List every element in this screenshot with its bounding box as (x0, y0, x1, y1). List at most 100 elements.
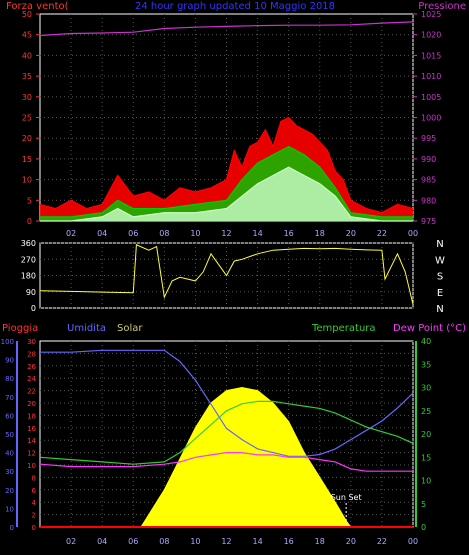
panel3-humidity-tick-label: 90 (5, 357, 14, 365)
panel2-y-tick-label: 180 (21, 272, 36, 281)
panel1-x-tick-label: 18 (315, 229, 325, 238)
panel3-humidity-tick-label: 70 (5, 394, 14, 402)
panel3-x-tick-label: 12 (221, 537, 231, 546)
panel1-x-tick-label: 06 (128, 229, 138, 238)
panel1-x-tick-label: 22 (377, 229, 387, 238)
panel1-right-tick-label: 985 (421, 176, 436, 185)
panel3-rain-tick-label: 20 (27, 400, 36, 408)
panel1-right-tick-label: 1010 (421, 72, 441, 81)
panel1-left-tick-label: 25 (22, 114, 32, 123)
panel3-humidity-tick-label: 20 (5, 487, 14, 495)
panel1-right-tick-label: 1005 (421, 93, 441, 102)
panel3-sunset-label: Sun Set (331, 493, 362, 502)
panel1-x-tick-label: 02 (66, 229, 76, 238)
panel3-x-tick-label: 00 (408, 537, 418, 546)
panel3-temp-tick-label: 10 (421, 477, 431, 486)
panel1-left-tick-label: 15 (22, 155, 32, 164)
panel3-temp-tick-label: 35 (421, 360, 431, 369)
panel3-rain-tick-label: 16 (27, 425, 36, 433)
panel3-rain-tick-label: 22 (27, 388, 36, 396)
panel1-left-tick-label: 20 (22, 134, 32, 143)
panel1-series-line (39, 116, 414, 214)
panel1-series-fill (40, 167, 413, 221)
panel1-series-line (39, 21, 414, 37)
panel1-right-tick-label: 980 (421, 196, 436, 205)
panel1-x-tick-label: 16 (284, 229, 294, 238)
panel3-temp-tick-label: 15 (421, 453, 431, 462)
panel1-x-tick-label: 12 (221, 229, 231, 238)
panel3-humidity-tick-label: 30 (5, 468, 14, 476)
panel1-x-tick-label: 14 (252, 229, 262, 238)
panel1-x-tick-label: 04 (97, 229, 107, 238)
panel3-left-title: Pioggia (2, 323, 38, 334)
panel3-humidity-tick-label: 60 (5, 412, 14, 420)
panel1-right-axis-label: Pressione (418, 1, 466, 12)
panel3-right-title: Temperatura (311, 323, 376, 334)
panel2-compass-label: N (436, 239, 443, 250)
panel3-x-tick-label: 20 (346, 537, 356, 546)
panel3-rain-tick-label: 4 (32, 499, 37, 507)
panel2-direction-line (39, 244, 414, 305)
panel3-left-title: Solar (117, 323, 143, 334)
panel1-series-line (40, 166, 413, 222)
panel1-title: 24 hour graph updated 10 Maggio 2018 (135, 1, 335, 12)
panel3-rain-tick-label: 0 (32, 524, 36, 532)
panel3-series-line (40, 349, 414, 457)
panel1-right-tick-label: 975 (421, 217, 436, 226)
panel3-humidity-tick-label: 80 (5, 375, 14, 383)
panel1-left-tick-label: 40 (22, 51, 32, 60)
panel3-humidity-tick-label: 10 (5, 505, 14, 513)
panel1-x-tick-label: 00 (408, 229, 418, 238)
panel3-right-title: Dew Point (°C) (393, 323, 466, 334)
panel1-left-tick-label: 0 (27, 217, 32, 226)
panel1-left-tick-label: 50 (22, 10, 32, 19)
panel1-left-tick-label: 30 (22, 93, 32, 102)
panel3-rain-tick-label: 26 (27, 363, 36, 371)
panel2-compass-label: S (437, 272, 443, 283)
panel1-right-tick-label: 1015 (421, 51, 441, 60)
panel1-left-axis-label: Forza vento( (6, 1, 69, 12)
panel1-left-tick-label: 10 (22, 176, 32, 185)
panel3-left-title: Umidita (67, 323, 106, 334)
panel2-y-tick-label: 0 (31, 304, 36, 313)
panel2-y-tick-label: 270 (21, 255, 36, 264)
panel3-temp-tick-label: 30 (421, 384, 431, 393)
panel1-right-tick-label: 995 (421, 134, 436, 143)
panel2-y-tick-label: 360 (21, 239, 36, 248)
panel3-rain-tick-label: 24 (27, 375, 36, 383)
panel3-series-line (39, 400, 414, 465)
panel3-rain-tick-label: 8 (32, 474, 36, 482)
panel3-x-tick-label: 14 (252, 537, 262, 546)
panel3-x-tick-label: 16 (284, 537, 294, 546)
panel1-right-tick-label: 990 (421, 155, 436, 164)
panel3-temp-tick-label: 5 (421, 500, 426, 509)
panel3-temp-tick-label: 25 (421, 407, 431, 416)
panel3-temp-tick-label: 20 (421, 430, 431, 439)
panel3-rain-tick-label: 30 (27, 338, 36, 346)
panel3-x-tick-label: 18 (315, 537, 325, 546)
panel1-left-tick-label: 35 (22, 72, 32, 81)
panel2-compass-label: N (436, 304, 443, 315)
panel3-rain-tick-label: 2 (32, 512, 36, 520)
panel3-x-tick-label: 06 (128, 537, 138, 546)
panel3-x-tick-label: 02 (66, 537, 76, 546)
panel1-left-tick-label: 45 (22, 31, 32, 40)
panel3-solar-area (40, 386, 413, 528)
panel3-humidity-tick-label: 50 (5, 431, 14, 439)
panel1-series-line (40, 145, 413, 218)
panel3-rain-tick-label: 10 (27, 462, 36, 470)
panel3-x-tick-label: 08 (159, 537, 169, 546)
panel3-rain-tick-label: 18 (27, 412, 36, 420)
panel1-x-tick-label: 10 (190, 229, 200, 238)
panel3-x-tick-label: 22 (377, 537, 387, 546)
panel1-left-tick-label: 5 (27, 196, 32, 205)
panel1-right-tick-label: 1020 (421, 31, 441, 40)
panel3-temp-tick-label: 40 (421, 337, 431, 346)
panel3-x-tick-label: 04 (97, 537, 107, 546)
panel2-y-tick-label: 90 (26, 288, 36, 297)
panel1-right-tick-label: 1025 (421, 10, 441, 19)
panel3-rain-tick-label: 12 (27, 450, 36, 458)
panel3-humidity-tick-label: 40 (5, 450, 14, 458)
panel1-right-tick-label: 1000 (421, 114, 441, 123)
